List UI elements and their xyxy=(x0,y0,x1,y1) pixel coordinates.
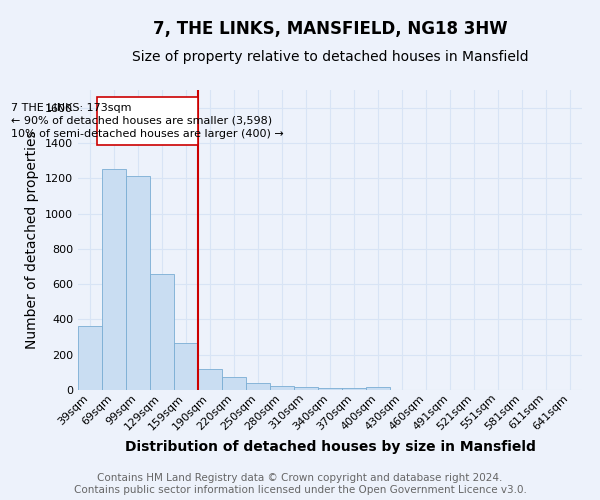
Text: 7 THE LINKS: 173sqm
← 90% of detached houses are smaller (3,598)
10% of semi-det: 7 THE LINKS: 173sqm ← 90% of detached ho… xyxy=(11,102,284,139)
Bar xyxy=(246,384,270,390)
Bar xyxy=(294,388,318,390)
Text: Contains HM Land Registry data © Crown copyright and database right 2024.
Contai: Contains HM Land Registry data © Crown c… xyxy=(74,474,526,495)
Bar xyxy=(174,343,198,390)
Bar xyxy=(318,388,342,390)
FancyBboxPatch shape xyxy=(97,97,198,144)
Bar xyxy=(342,388,366,390)
Text: Size of property relative to detached houses in Mansfield: Size of property relative to detached ho… xyxy=(131,50,529,64)
Bar xyxy=(102,170,126,390)
Bar xyxy=(126,176,150,390)
Bar xyxy=(366,387,390,390)
Bar xyxy=(270,386,294,390)
Bar xyxy=(222,377,246,390)
Y-axis label: Number of detached properties: Number of detached properties xyxy=(25,130,40,350)
X-axis label: Distribution of detached houses by size in Mansfield: Distribution of detached houses by size … xyxy=(125,440,535,454)
Text: 7, THE LINKS, MANSFIELD, NG18 3HW: 7, THE LINKS, MANSFIELD, NG18 3HW xyxy=(152,20,508,38)
Bar xyxy=(78,326,102,390)
Bar xyxy=(150,274,174,390)
Bar xyxy=(198,369,222,390)
